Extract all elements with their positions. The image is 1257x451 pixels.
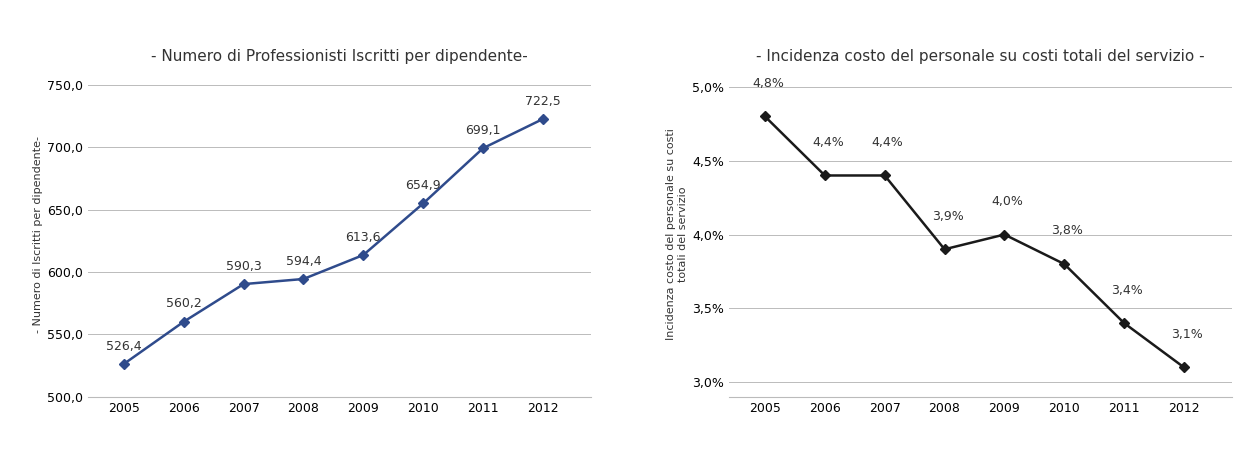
- Text: 722,5: 722,5: [525, 95, 561, 108]
- Title: - Numero di Professionisti Iscritti per dipendente-: - Numero di Professionisti Iscritti per …: [151, 49, 528, 64]
- Text: 560,2: 560,2: [166, 298, 201, 310]
- Text: 4,0%: 4,0%: [992, 195, 1023, 208]
- Text: 4,8%: 4,8%: [752, 77, 784, 90]
- Text: 3,8%: 3,8%: [1051, 225, 1084, 238]
- Text: 590,3: 590,3: [226, 260, 261, 273]
- Text: 3,9%: 3,9%: [931, 210, 963, 223]
- Text: 3,4%: 3,4%: [1111, 284, 1143, 296]
- Text: 699,1: 699,1: [465, 124, 500, 137]
- Y-axis label: Incidenza costo del personale su costi
totali del servizio: Incidenza costo del personale su costi t…: [666, 129, 688, 341]
- Y-axis label: - Numero di Iscritti per dipendente-: - Numero di Iscritti per dipendente-: [33, 136, 43, 333]
- Text: 4,4%: 4,4%: [872, 136, 904, 149]
- Text: 3,1%: 3,1%: [1172, 328, 1203, 341]
- Title: - Incidenza costo del personale su costi totali del servizio -: - Incidenza costo del personale su costi…: [757, 49, 1204, 64]
- Text: 4,4%: 4,4%: [812, 136, 843, 149]
- Text: 654,9: 654,9: [405, 179, 441, 192]
- Text: 594,4: 594,4: [285, 255, 322, 268]
- Text: 526,4: 526,4: [106, 340, 142, 353]
- Text: 613,6: 613,6: [346, 231, 381, 244]
